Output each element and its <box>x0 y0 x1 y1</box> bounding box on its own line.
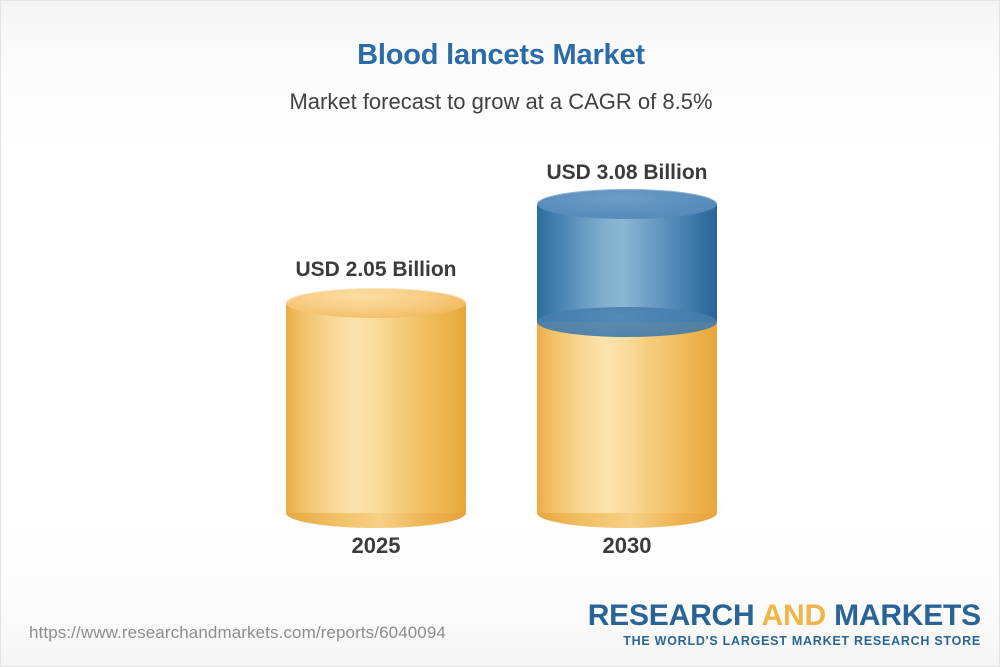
category-label-2030: 2030 <box>602 533 652 558</box>
logo-word-markets: MARKETS <box>834 599 981 632</box>
cylinder-2030[interactable] <box>529 189 725 528</box>
logo-tagline: THE WORLD'S LARGEST MARKET RESEARCH STOR… <box>623 634 981 648</box>
cylinder-segment-yellow <box>286 288 466 528</box>
cylinder-segment-boundary <box>537 307 717 337</box>
cylinder-segment-yellow <box>537 308 717 528</box>
cylinder-body <box>537 204 717 322</box>
logo-word-research: RESEARCH <box>587 599 755 632</box>
brand-logo[interactable]: RESEARCH AND MARKETS THE WORLD'S LARGEST… <box>588 601 981 649</box>
value-label-2025: USD 2.05 Billion <box>295 258 457 281</box>
logo-word-and: AND <box>761 599 827 632</box>
category-label-2025: 2025 <box>351 533 401 558</box>
page-title: Blood lancets Market <box>357 39 645 71</box>
cylinder-body <box>286 303 466 513</box>
logo-wordmark: RESEARCH AND MARKETS <box>588 601 981 631</box>
report-url[interactable]: https://www.researchandmarkets.com/repor… <box>29 623 446 642</box>
chart-subtitle: Market forecast to grow at a CAGR of 8.5… <box>289 89 713 114</box>
cylinder-body <box>537 308 717 513</box>
cylinder-top-cap <box>537 189 717 219</box>
cylinder-segment-blue <box>537 189 717 337</box>
cylinder-2025[interactable] <box>278 288 474 528</box>
cylinder-top-cap <box>286 288 466 318</box>
value-label-2030: USD 3.08 Billion <box>546 161 708 184</box>
